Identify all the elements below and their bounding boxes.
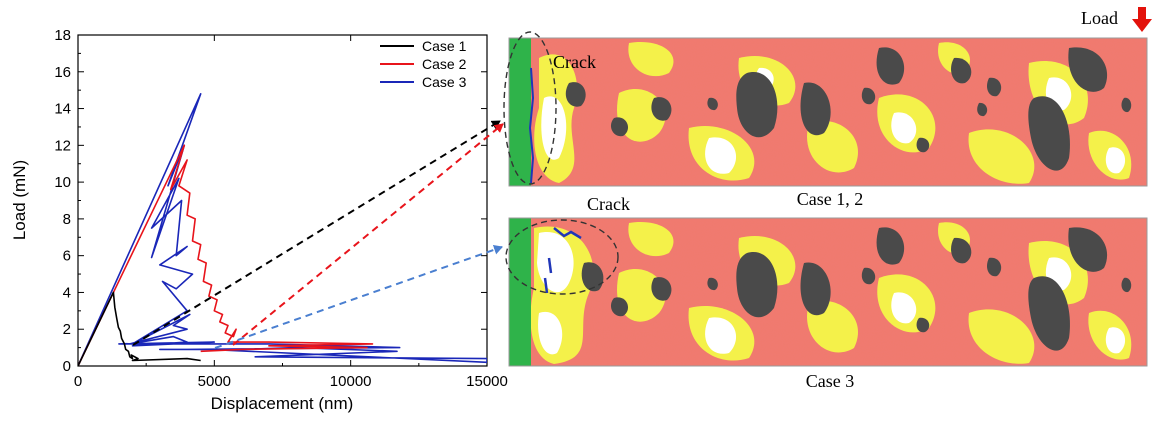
crack-highlight-ellipse-bottom — [505, 219, 619, 295]
crack-path — [528, 67, 535, 184]
x-axis-ticks: 0 5000 10000 15000 — [74, 35, 508, 390]
panel-bottom-caption: Case 3 — [806, 371, 855, 391]
aggregate-particles — [581, 227, 1132, 351]
series-line-case-1 — [78, 291, 201, 366]
y-axis-ticks: 0 2 4 6 8 10 12 14 16 18 — [54, 27, 487, 375]
load-label: Load — [1081, 8, 1118, 28]
y-tick-label: 4 — [63, 284, 71, 301]
y-tick-label: 14 — [54, 101, 71, 118]
panel-border — [508, 37, 1148, 187]
crack-path — [543, 227, 582, 294]
plot-frame — [77, 34, 488, 367]
y-tick-label: 8 — [63, 211, 71, 228]
simulation-panel-case-1-2 — [508, 37, 1148, 187]
pointer-arrow-case-2 — [232, 123, 504, 346]
x-tick-label: 10000 — [330, 373, 372, 390]
y-tick-label: 0 — [63, 358, 71, 375]
panel-border — [508, 217, 1148, 367]
legend-label: Case 2 — [422, 56, 467, 72]
y-tick-label: 10 — [54, 174, 71, 191]
pointer-arrow-case-3 — [214, 244, 503, 349]
void-zones — [537, 232, 1126, 355]
legend-label: Case 3 — [422, 74, 467, 90]
y-tick-label: 16 — [54, 64, 71, 81]
y-tick-label: 6 — [63, 248, 71, 265]
y-tick-label: 2 — [63, 321, 71, 338]
legend-label: Case 1 — [422, 38, 467, 54]
panel-top-caption: Case 1, 2 — [797, 189, 864, 209]
support-boundary — [509, 38, 531, 186]
y-tick-label: 12 — [54, 137, 71, 154]
x-tick-label: 0 — [74, 373, 82, 390]
support-boundary — [509, 218, 531, 366]
series-line-case-2 — [78, 144, 374, 366]
crack-label-top: Crack — [553, 52, 596, 72]
series-layer — [78, 93, 487, 366]
x-tick-label: 5000 — [198, 373, 231, 390]
x-tick-label: 15000 — [466, 373, 508, 390]
load-arrow-icon — [1132, 7, 1152, 32]
crack-label-bottom: Crack — [587, 194, 630, 214]
aggregate-particles — [565, 47, 1132, 171]
crack-highlight-ellipse-top — [503, 31, 557, 185]
y-axis-label: Load (mN) — [10, 160, 29, 240]
x-axis-label: Displacement (nm) — [211, 394, 354, 413]
y-tick-label: 18 — [54, 27, 71, 44]
legend: Case 1 Case 2 Case 3 — [380, 38, 467, 90]
simulation-panel-case-3 — [508, 217, 1148, 367]
